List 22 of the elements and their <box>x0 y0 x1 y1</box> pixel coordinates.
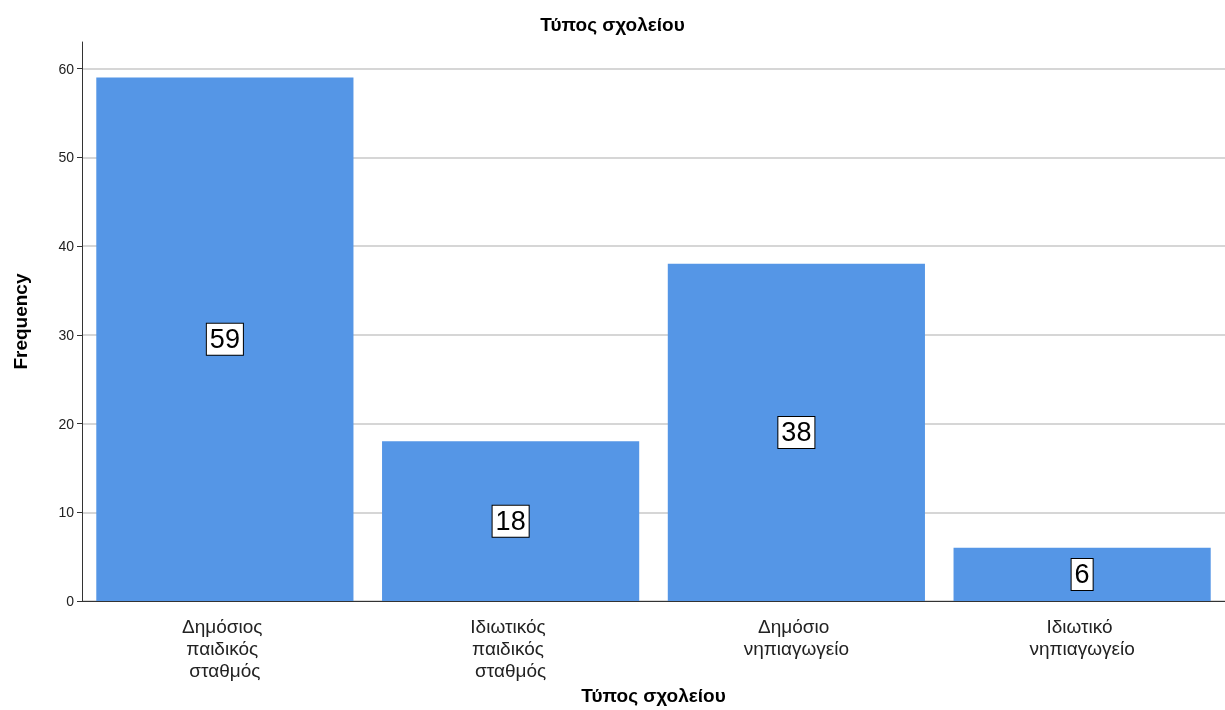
x-tick-label: Ιδιωτικός παιδικός σταθμός <box>470 615 551 681</box>
x-tick-label: Δημόσιος παιδικός σταθμός <box>182 615 268 681</box>
data-label: 38 <box>781 417 812 448</box>
y-tick-label: 50 <box>58 149 75 166</box>
data-label: 6 <box>1074 559 1090 590</box>
data-label: 18 <box>495 506 526 537</box>
bar <box>667 263 925 602</box>
y-tick-label: 30 <box>58 326 75 343</box>
y-tick-label: 0 <box>66 593 75 610</box>
x-tick-label: Ιδιωτικό νηπιαγωγείο <box>1029 615 1135 659</box>
chart-title: Τύπος σχολείου <box>540 14 685 35</box>
bar <box>953 547 1211 602</box>
y-axis-title: Frequency <box>10 273 31 370</box>
y-tick-label: 10 <box>58 504 75 521</box>
x-tick-label: Δημόσιο νηπιαγωγείο <box>743 615 850 659</box>
bar <box>382 441 640 602</box>
data-label: 59 <box>209 324 240 355</box>
bar <box>96 77 354 602</box>
y-tick-label: 20 <box>58 415 75 432</box>
y-tick-label: 40 <box>58 238 75 255</box>
y-tick-label: 60 <box>58 60 75 77</box>
x-axis-title: Τύπος σχολείου <box>581 685 726 706</box>
